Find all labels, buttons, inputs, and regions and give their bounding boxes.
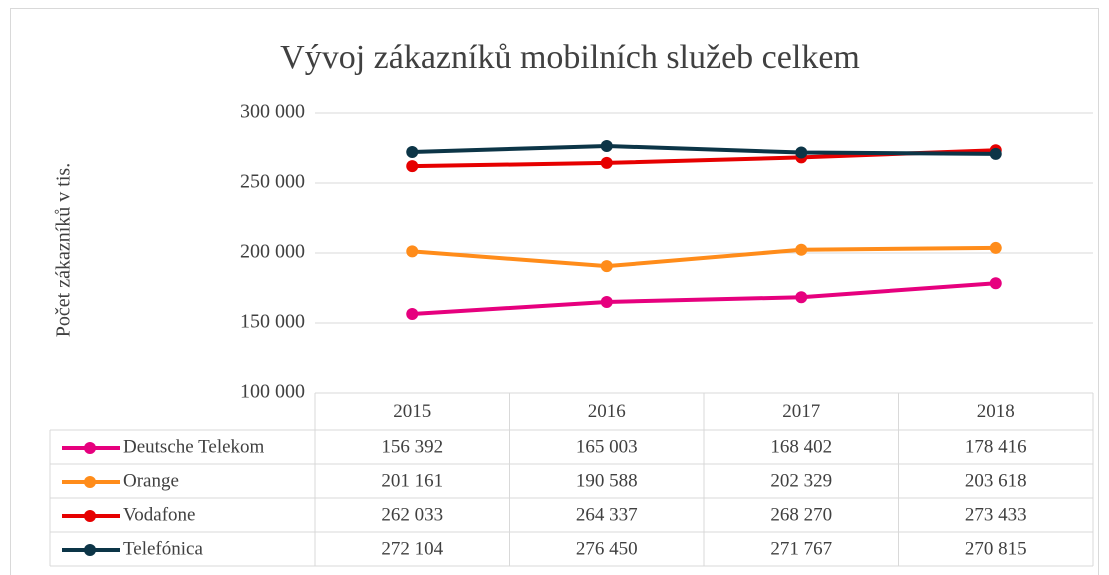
series-point (795, 291, 808, 304)
series-point (406, 160, 419, 173)
y-axis-label: Počet zákazníků v tis. (53, 163, 75, 337)
x-tick-label: 2017 (782, 401, 820, 422)
table-value: 270 815 (965, 538, 1027, 559)
series-point (795, 243, 808, 256)
table-value: 203 618 (965, 470, 1027, 491)
series-point (989, 241, 1002, 254)
series-point (600, 295, 613, 308)
legend-marker (84, 544, 96, 556)
y-tick-label: 200 000 (240, 241, 305, 263)
series-point (989, 147, 1002, 160)
legend-label: Deutsche Telekom (123, 436, 265, 457)
series-line (412, 143, 996, 156)
legend-label: Vodafone (123, 504, 195, 525)
table-value: 168 402 (770, 436, 832, 457)
legend-marker (84, 476, 96, 488)
chart-title: Vývoj zákazníků mobilních služeb celkem (280, 39, 860, 76)
legend-marker (84, 442, 96, 454)
series-point (406, 245, 419, 258)
x-tick-label: 2015 (393, 401, 431, 422)
y-tick-label: 100 000 (240, 381, 305, 403)
y-tick-label: 300 000 (240, 101, 305, 123)
table-value: 202 329 (770, 470, 832, 491)
series-line (412, 245, 996, 269)
x-tick-label: 2016 (588, 401, 626, 422)
table-value: 165 003 (576, 436, 638, 457)
table-value: 276 450 (576, 538, 638, 559)
series-point (795, 146, 808, 159)
x-tick-label: 2018 (977, 401, 1015, 422)
table-value: 264 337 (576, 504, 638, 525)
y-tick-label: 150 000 (240, 311, 305, 333)
table-value: 273 433 (965, 504, 1027, 525)
table-value: 262 033 (381, 504, 443, 525)
series-point (600, 139, 613, 152)
series-point (406, 146, 419, 159)
series-line (412, 281, 996, 317)
table-value: 201 161 (381, 470, 443, 491)
series-point (406, 308, 419, 321)
series-point (989, 277, 1002, 290)
y-tick-label: 250 000 (240, 171, 305, 193)
series-point (600, 156, 613, 169)
legend-label: Orange (123, 470, 179, 491)
legend-marker (84, 510, 96, 522)
series-point (600, 260, 613, 273)
table-value: 268 270 (770, 504, 832, 525)
legend-label: Telefónica (123, 538, 203, 559)
table-value: 271 767 (770, 538, 832, 559)
table-value: 156 392 (381, 436, 443, 457)
table-value: 272 104 (381, 538, 443, 559)
table-value: 178 416 (965, 436, 1027, 457)
table-value: 190 588 (576, 470, 638, 491)
chart-border (10, 8, 1099, 575)
